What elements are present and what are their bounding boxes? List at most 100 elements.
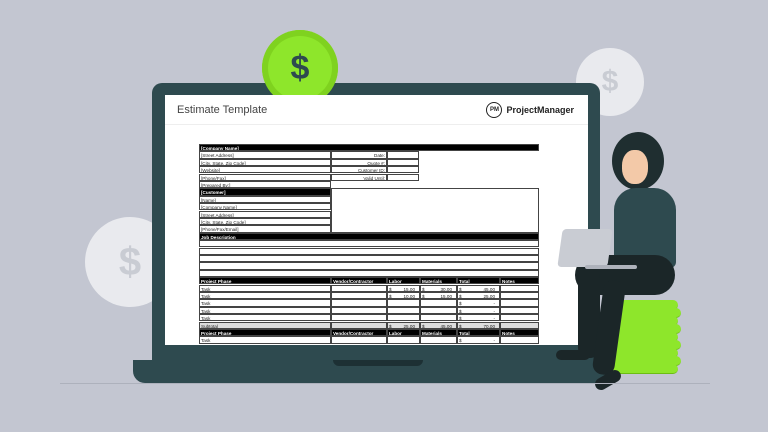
notes-cell[interactable] <box>500 292 539 300</box>
customer-field[interactable]: [Phone/Fax/Email] <box>199 225 331 233</box>
column-header[interactable]: Total <box>457 329 500 337</box>
labor-cell[interactable]: $25.00 <box>387 321 420 329</box>
phase-cell[interactable]: Task <box>199 299 331 307</box>
phase-cell[interactable]: Task <box>199 284 331 292</box>
phase-cell[interactable]: Task <box>199 314 331 322</box>
job-description-line[interactable] <box>199 269 539 278</box>
notes-cell[interactable] <box>500 299 539 307</box>
materials-cell[interactable] <box>420 314 457 322</box>
notes-cell[interactable] <box>500 314 539 322</box>
column-header[interactable]: Project Phase <box>199 277 331 285</box>
vendor-cell[interactable] <box>331 284 387 292</box>
labor-cell[interactable]: $15.00 <box>387 284 420 292</box>
job-description-line[interactable] <box>199 240 539 248</box>
column-header[interactable]: Project Phase <box>199 329 331 337</box>
total-cell[interactable]: $70.00 <box>457 321 500 329</box>
customer-field[interactable]: [City, State, Zip Code] <box>199 218 331 226</box>
column-header[interactable]: Materials <box>420 277 457 285</box>
total-value: 70.00 <box>483 323 496 329</box>
pm-logo-icon: PM <box>486 102 503 118</box>
quote-value[interactable] <box>387 151 419 159</box>
column-header[interactable]: Materials <box>420 329 457 337</box>
customer-field[interactable]: [Street Address] <box>199 210 331 218</box>
vendor-cell[interactable] <box>331 321 387 329</box>
laptop-screen: Estimate Template PM ProjectManager [Comp… <box>165 95 588 345</box>
company-name-header[interactable]: [Company Name] <box>199 144 539 152</box>
currency-symbol: $ <box>459 294 462 299</box>
company-field[interactable]: [Street Address] <box>199 151 331 159</box>
labor-cell[interactable] <box>387 299 420 307</box>
column-header[interactable]: Vendor/Contractor <box>331 329 387 337</box>
labor-cell[interactable]: $10.00 <box>387 292 420 300</box>
vendor-cell[interactable] <box>331 292 387 300</box>
notes-cell[interactable] <box>500 306 539 315</box>
notes-cell[interactable] <box>500 321 539 329</box>
company-field[interactable]: [Phone/Fax] <box>199 173 331 181</box>
total-cell[interactable]: $45.00 <box>457 284 500 292</box>
total-cell[interactable]: $ - <box>457 314 500 322</box>
phase-cell[interactable]: Task <box>199 292 331 300</box>
brand-name: ProjectManager <box>506 105 574 115</box>
labor-cell[interactable] <box>387 306 420 315</box>
total-cell[interactable]: $ - <box>457 306 500 315</box>
vendor-cell[interactable] <box>331 336 387 344</box>
labor-cell[interactable] <box>387 314 420 322</box>
total-cell[interactable]: $25.00 <box>457 292 500 300</box>
laptop-base <box>133 360 620 383</box>
column-header[interactable]: Notes <box>500 329 539 337</box>
quote-label[interactable]: Customer ID: <box>331 166 387 174</box>
customer-header[interactable]: [Customer] <box>199 188 331 196</box>
materials-cell[interactable] <box>420 306 457 315</box>
blank-area[interactable] <box>331 188 539 233</box>
small-laptop <box>557 229 613 267</box>
total-value: - <box>493 308 495 314</box>
currency-symbol: $ <box>422 323 425 329</box>
vendor-cell[interactable] <box>331 314 387 322</box>
column-header[interactable]: Labor <box>387 329 420 337</box>
phase-cell[interactable]: Task <box>199 336 331 344</box>
currency-symbol: $ <box>459 301 462 307</box>
quote-label[interactable]: Date: <box>331 151 387 159</box>
vendor-cell[interactable] <box>331 299 387 307</box>
vendor-cell[interactable] <box>331 306 387 315</box>
company-field[interactable]: [Prepared By:] <box>199 181 331 189</box>
company-field[interactable]: [Website] <box>199 166 331 174</box>
notes-cell[interactable] <box>500 336 539 344</box>
quote-value[interactable] <box>387 158 419 167</box>
materials-cell[interactable]: $15.00 <box>420 292 457 300</box>
total-cell[interactable]: $ - <box>457 299 500 307</box>
column-header[interactable]: Vendor/Contractor <box>331 277 387 285</box>
materials-value: 45.00 <box>440 323 453 329</box>
materials-cell[interactable] <box>420 336 457 344</box>
column-header[interactable]: Notes <box>500 277 539 285</box>
materials-cell[interactable]: $30.00 <box>420 284 457 292</box>
dollar-coin-icon: $ <box>262 30 338 106</box>
job-description-header[interactable]: Job Description <box>199 232 539 241</box>
job-description-line[interactable] <box>199 247 539 255</box>
notes-cell[interactable] <box>500 284 539 292</box>
materials-cell[interactable] <box>420 299 457 307</box>
quote-label[interactable]: Quote #: <box>331 158 387 167</box>
phase-cell[interactable]: Subtotal <box>199 321 331 329</box>
total-value: 45.00 <box>483 286 496 292</box>
customer-field[interactable]: [Name] <box>199 195 331 204</box>
job-description-line[interactable] <box>199 255 539 263</box>
labor-value: 25.00 <box>403 323 416 329</box>
total-cell[interactable]: $ - <box>457 336 500 344</box>
customer-field[interactable]: [Company Name] <box>199 203 331 211</box>
quote-value[interactable] <box>387 173 419 181</box>
labor-cell[interactable] <box>387 336 420 344</box>
quote-label[interactable]: Valid Until: <box>331 173 387 181</box>
dollar-symbol: $ <box>118 239 142 284</box>
column-header[interactable]: Labor <box>387 277 420 285</box>
quote-value[interactable] <box>387 166 419 174</box>
currency-symbol: $ <box>459 286 462 292</box>
phase-cell[interactable]: Task <box>199 306 331 315</box>
job-description-line[interactable] <box>199 262 539 270</box>
woman-torso <box>614 188 676 268</box>
column-header[interactable]: Total <box>457 277 500 285</box>
company-field[interactable]: [City, State, Zip Code] <box>199 158 331 167</box>
materials-cell[interactable]: $45.00 <box>420 321 457 329</box>
total-value: - <box>493 316 495 322</box>
laptop-notch <box>333 360 423 366</box>
